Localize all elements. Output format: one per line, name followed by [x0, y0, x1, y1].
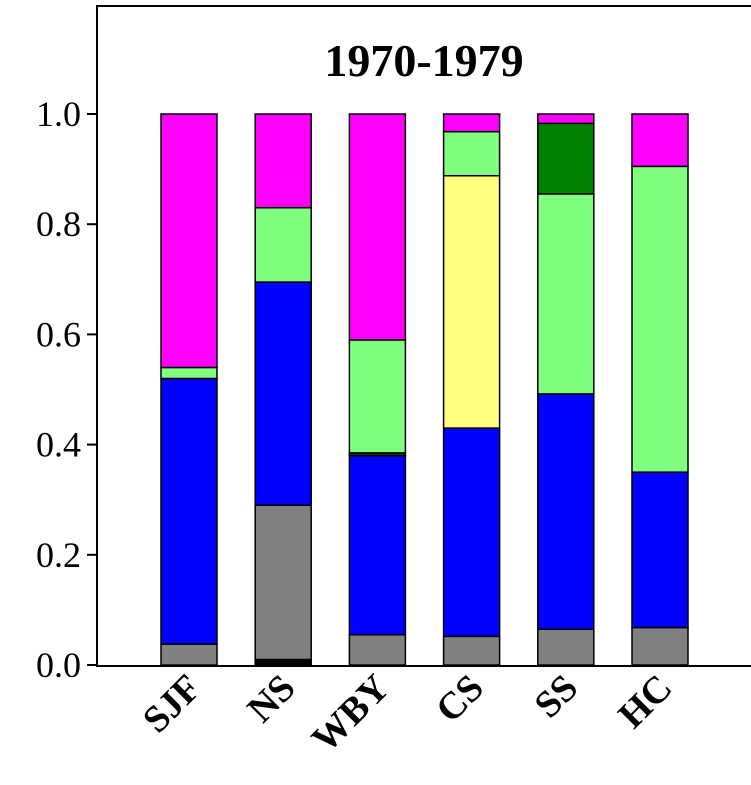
bar-segment-ns-5 — [254, 206, 312, 283]
bar-segment-hc-5 — [631, 165, 689, 473]
bar-segment-cs-7 — [442, 113, 501, 133]
bars — [160, 113, 689, 666]
bar-segment-cs-5 — [442, 130, 501, 177]
x-tick-label-ss: SS — [527, 667, 587, 727]
plot-frame — [96, 5, 751, 667]
x-tick-label-ns: NS — [240, 667, 304, 731]
bar-segment-sjf-5 — [160, 366, 218, 380]
y-tick-label: 1.0 — [36, 94, 81, 134]
y-tick-label: 0.0 — [36, 645, 81, 685]
x-tick-label-sjf: SJF — [135, 667, 210, 742]
bar-segment-ns-2 — [254, 281, 312, 506]
bar-segment-sjf-1 — [160, 643, 218, 666]
bar-segment-ss-2 — [537, 393, 595, 630]
y-tick-label: 0.2 — [36, 535, 81, 575]
bar-segment-wby-1 — [348, 633, 407, 666]
bar-segment-wby-5 — [348, 339, 407, 454]
bar-segment-ss-1 — [537, 628, 595, 666]
bar-segment-cs-1 — [442, 635, 501, 666]
bar-segment-cs-4 — [442, 174, 501, 429]
chart-title: 1970-1979 — [324, 35, 523, 86]
bar-segment-ss-6 — [537, 122, 595, 195]
x-tick-label-hc: HC — [610, 667, 680, 737]
bar-segment-wby-7 — [348, 113, 407, 341]
bar-segment-wby-2 — [348, 454, 407, 636]
x-axis-labels: SJF NS WBY CS SS HC — [135, 667, 681, 761]
bar-segment-sjf-2 — [160, 377, 218, 645]
x-tick-label-wby: WBY — [304, 667, 398, 761]
bar-segment-ss-7 — [537, 113, 595, 125]
bar-segment-sjf-7 — [160, 113, 218, 369]
x-tick-label-cs: CS — [428, 667, 492, 731]
y-tick-label: 0.6 — [36, 314, 81, 354]
y-axis: 0.0 0.2 0.4 0.6 0.8 1.0 — [36, 94, 97, 685]
y-tick-label: 0.4 — [36, 425, 81, 465]
bar-segment-hc-7 — [631, 113, 689, 168]
bar-segment-hc-2 — [631, 471, 689, 629]
bar-segment-ns-1 — [254, 504, 312, 661]
bar-segment-cs-2 — [442, 427, 501, 638]
bar-segment-ss-5 — [537, 193, 595, 395]
y-tick-label: 0.8 — [36, 204, 81, 244]
bar-segment-ns-7 — [254, 113, 312, 209]
bar-segment-ns-0 — [254, 658, 312, 666]
bar-segment-hc-1 — [631, 626, 689, 666]
